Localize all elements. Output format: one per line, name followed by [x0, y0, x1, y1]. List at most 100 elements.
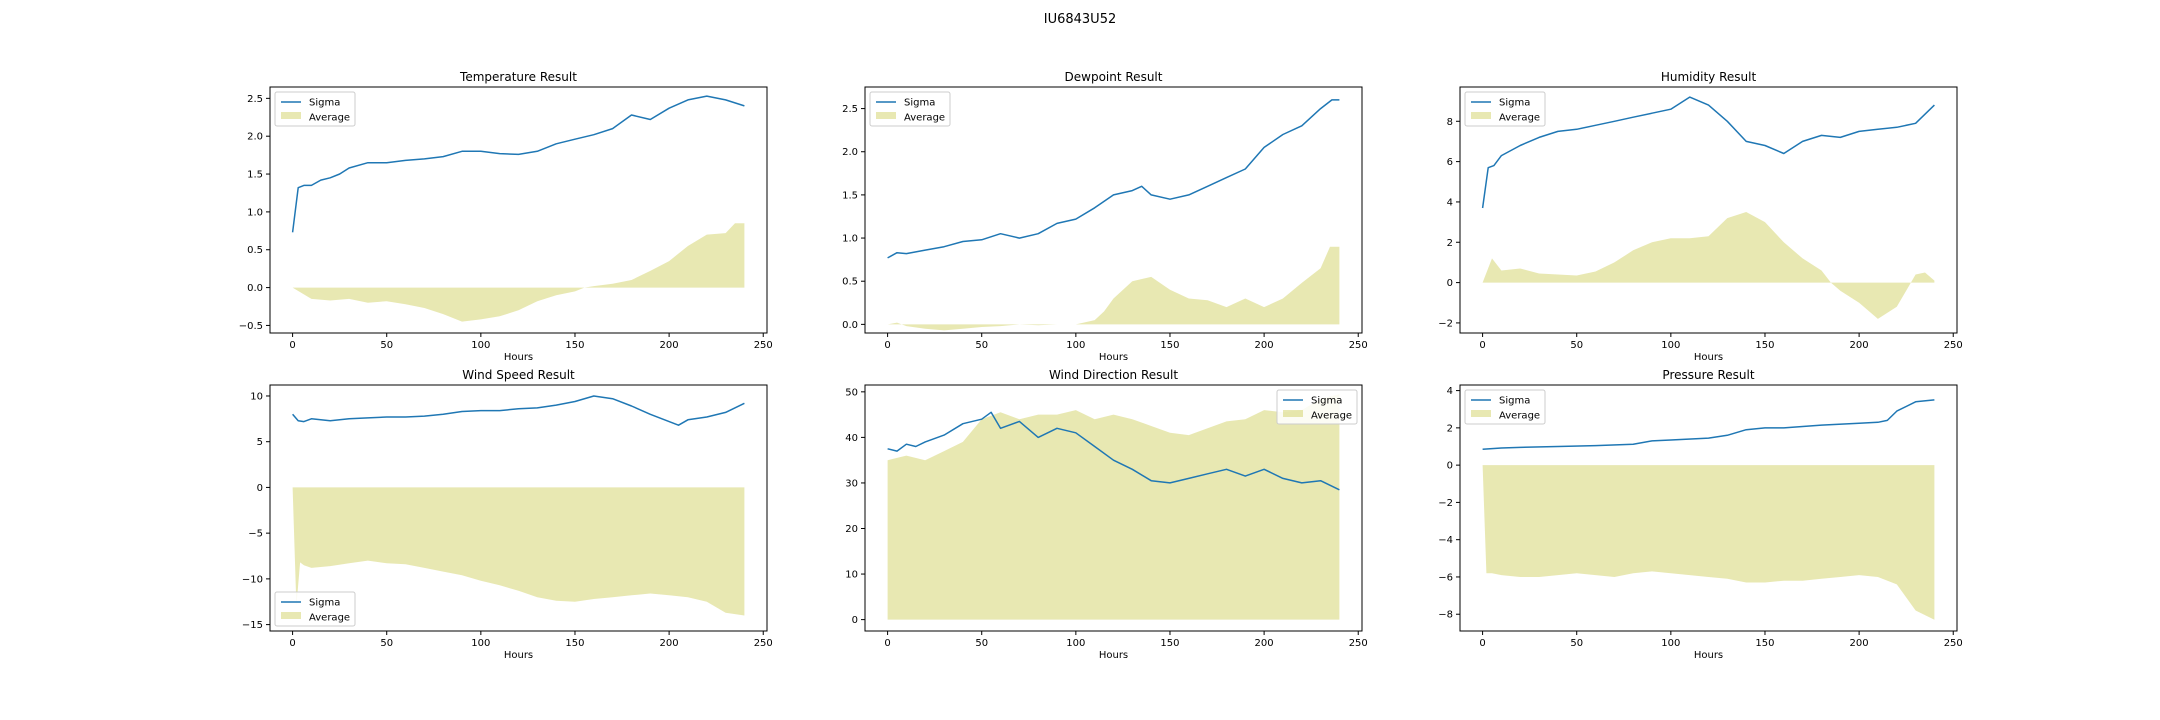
pressure-plot-area: [1482, 399, 1935, 620]
pressure-x-axis-label: Hours: [1694, 650, 1723, 661]
dewpoint-ytick-label: 0.0: [842, 320, 858, 331]
dewpoint-panel: 0 50 100 150 200 250 0.0 0.5 1.0 1.5 2.0 2.5 Dewpoin…: [842, 70, 1368, 363]
wind-speed-x-axis-label: Hours: [504, 650, 533, 661]
humidity-legend: Sigma Average: [1464, 91, 1546, 127]
dewpoint-sigma-line: [887, 99, 1340, 259]
wind-direction-ytick-label: 0: [852, 615, 858, 626]
wind-speed-xtick-label: 0: [289, 638, 295, 649]
temperature-ytick-label: 0.0: [247, 283, 263, 294]
pressure-ytick-label: −4: [1438, 535, 1453, 546]
pressure-xtick-label: 100: [1661, 638, 1680, 649]
wind-direction-ytick-label: 50: [845, 387, 858, 398]
temperature-ytick-label: 0.5: [247, 245, 263, 256]
pressure-ytick-label: −8: [1438, 610, 1453, 621]
temperature-sigma-line: [291, 95, 745, 233]
dewpoint-x-axis-label: Hours: [1099, 352, 1128, 363]
temperature-ytick-label: −0.5: [239, 321, 263, 332]
humidity-axes-frame: [1459, 86, 1958, 334]
temperature-xtick-label: 0: [289, 340, 295, 351]
wind-speed-xtick-label: 50: [380, 638, 393, 649]
pressure-xtick-label: 50: [1570, 638, 1583, 649]
temperature-ytick-label: 1.5: [247, 170, 263, 181]
humidity-sigma-line: [1481, 96, 1935, 209]
dewpoint-xtick-label: 150: [1160, 340, 1179, 351]
wind-direction-legend-box: [1276, 389, 1358, 425]
humidity-panel: 0 50 100 150 200 250 −2 0 2 4 6 8 Humidity Result Hou…: [1438, 70, 1963, 363]
dewpoint-legend: Sigma Average: [869, 91, 951, 127]
wind-speed-ytick-label: −15: [242, 620, 263, 631]
temperature-xtick-label: 200: [660, 340, 679, 351]
dewpoint-legend-box: [869, 91, 951, 127]
pressure-ytick-label: 2: [1447, 423, 1453, 434]
wind-speed-legend-sigma-label: Sigma: [309, 598, 340, 609]
pressure-ytick-label: 4: [1447, 386, 1453, 397]
wind-direction-legend-average-label: Average: [1311, 411, 1352, 422]
humidity-legend-average-label: Average: [1499, 113, 1540, 124]
temperature-xtick-label: 50: [380, 340, 393, 351]
temperature-plot-area: [291, 95, 745, 322]
pressure-legend-average-label: Average: [1499, 411, 1540, 422]
wind-speed-xtick-label: 150: [565, 638, 584, 649]
humidity-xtick-label: 150: [1755, 340, 1774, 351]
dewpoint-average-area: [887, 246, 1340, 331]
wind-direction-legend-average-swatch: [1283, 410, 1303, 417]
dewpoint-xtick-label: 50: [975, 340, 988, 351]
pressure-xtick-label: 150: [1755, 638, 1774, 649]
wind-direction-xtick-label: 0: [884, 638, 890, 649]
wind-speed-panel: 0 50 100 150 200 250 −15 −10 −5 0 5 10 Wind Speed Re…: [242, 368, 773, 661]
wind-speed-ytick-label: −10: [242, 574, 263, 585]
wind-speed-ytick-label: −5: [248, 529, 263, 540]
wind-direction-ytick-label: 30: [845, 478, 858, 489]
wind-speed-ytick-label: 0: [257, 483, 263, 494]
dewpoint-legend-sigma-label: Sigma: [904, 98, 935, 109]
dewpoint-axes-frame: [864, 86, 1363, 334]
wind-speed-xtick-label: 250: [754, 638, 773, 649]
humidity-xtick-label: 250: [1944, 340, 1963, 351]
humidity-plot-area: [1481, 96, 1935, 319]
pressure-chart-title: Pressure Result: [1662, 368, 1754, 382]
humidity-chart-title: Humidity Result: [1661, 70, 1757, 84]
temperature-xtick-label: 150: [565, 340, 584, 351]
wind-direction-x-axis-label: Hours: [1099, 650, 1128, 661]
pressure-legend: Sigma Average: [1464, 389, 1546, 425]
humidity-xtick-label: 50: [1570, 340, 1583, 351]
humidity-ytick-label: 8: [1447, 117, 1453, 128]
wind-direction-ytick-label: 10: [845, 570, 858, 581]
humidity-average-area: [1482, 212, 1935, 319]
pressure-xtick-label: 250: [1944, 638, 1963, 649]
wind-speed-legend-average-label: Average: [309, 613, 350, 624]
dewpoint-xtick-label: 0: [884, 340, 890, 351]
wind-direction-plot-area: [887, 394, 1340, 620]
temperature-panel: 0 50 100 150 200 250 −0.5 0.0 0.5 1.0 1.5 2.0 2.5 Tem…: [239, 70, 773, 363]
wind-direction-xtick-label: 150: [1160, 638, 1179, 649]
wind-direction-ytick-label: 40: [845, 433, 858, 444]
dewpoint-plot-area: [887, 99, 1340, 331]
wind-speed-legend-box: [274, 591, 356, 627]
wind-direction-legend-sigma-label: Sigma: [1311, 396, 1342, 407]
wind-direction-ytick-label: 20: [845, 524, 858, 535]
pressure-legend-average-swatch: [1471, 410, 1491, 417]
dewpoint-legend-average-swatch: [876, 112, 896, 119]
pressure-xtick-label: 0: [1479, 638, 1485, 649]
temperature-ytick-label: 2.5: [247, 94, 263, 105]
dewpoint-ytick-label: 2.0: [842, 147, 858, 158]
dewpoint-ytick-label: 1.0: [842, 234, 858, 245]
wind-speed-legend-average-swatch: [281, 612, 301, 619]
wind-speed-chart-title: Wind Speed Result: [462, 368, 575, 382]
humidity-ytick-label: 4: [1447, 197, 1453, 208]
wind-speed-plot-area: [292, 395, 745, 616]
humidity-ytick-label: −2: [1438, 318, 1453, 329]
pressure-sigma-line: [1482, 399, 1935, 451]
temperature-legend-average-swatch: [281, 112, 301, 119]
wind-direction-legend: Sigma Average: [1276, 389, 1358, 425]
pressure-legend-sigma-label: Sigma: [1499, 396, 1530, 407]
dewpoint-xtick-label: 250: [1349, 340, 1368, 351]
pressure-xtick-label: 200: [1850, 638, 1869, 649]
humidity-ytick-label: 2: [1447, 238, 1453, 249]
pressure-axes-frame: [1459, 384, 1958, 632]
wind-direction-xtick-label: 50: [975, 638, 988, 649]
humidity-ytick-label: 6: [1447, 157, 1453, 168]
dewpoint-legend-average-label: Average: [904, 113, 945, 124]
wind-speed-average-area: [292, 487, 745, 616]
